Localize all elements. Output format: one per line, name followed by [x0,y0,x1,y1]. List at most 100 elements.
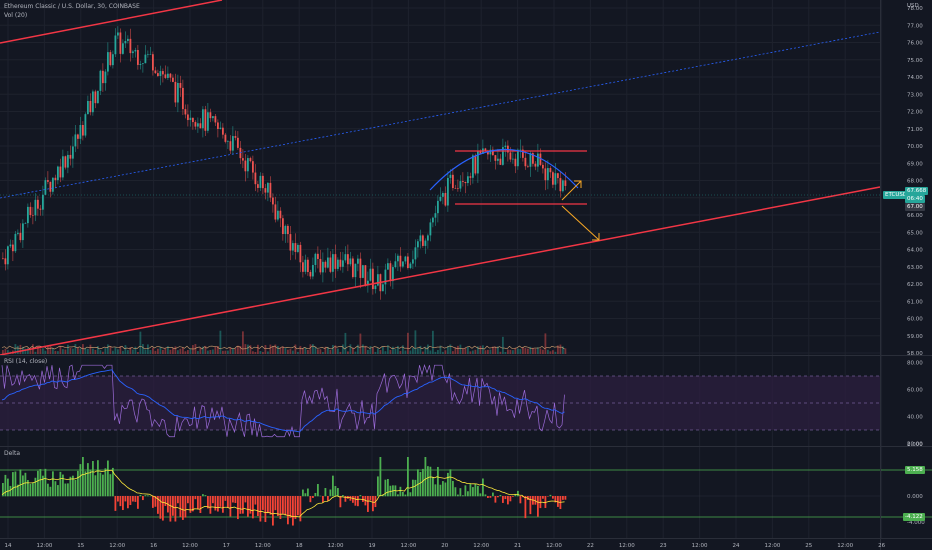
candle-body [524,157,527,167]
delta-lower-tag: -4.122 [903,513,925,521]
volume-bar [394,348,397,354]
delta-bar [107,460,109,497]
price-axis[interactable]: 78.00 77.00 76.00 75.00 74.00 73.00 72.00 71.00… [907,6,923,357]
volume-bar [387,345,389,354]
delta-bar [142,496,144,501]
time-tick-label: 20 [441,543,448,549]
upper-trendline[interactable] [0,0,223,44]
delta-bar [204,495,207,497]
up-arrow[interactable] [561,180,582,201]
volume-bar [359,333,362,354]
volume-bar [382,346,384,354]
volume-bar [392,346,394,354]
delta-bar [402,491,404,497]
candle-body [332,254,334,272]
price-tick-label: 60.00 [907,317,923,323]
volume-bar [379,350,382,354]
candle-body [467,176,469,184]
rsi-axis[interactable]: 80.00 60.00 40.00 20.00 [907,361,923,448]
delta-bar [504,496,507,500]
volume-bar [62,349,64,354]
delta-bar [319,495,322,497]
candle-body [387,263,389,270]
candle-body [479,151,482,154]
candle-body [354,263,357,278]
candle-body [257,184,259,188]
candle-body [194,122,197,127]
delta-bar [229,496,232,517]
volume-bar [177,350,179,354]
volume-bar [37,346,39,354]
delta-bar [349,496,352,501]
candle-body [454,187,457,189]
candle-body [282,218,284,235]
candle-body [9,244,12,247]
delta-bar [184,496,187,518]
volume-bar [512,350,514,354]
volume-bar [202,346,204,354]
candle-body [242,158,244,161]
delta-bar [157,496,159,514]
rsi-tick-label: 60.00 [907,388,923,394]
rsi-pane[interactable] [0,363,880,438]
delta-bar [367,496,369,512]
candle-body [549,168,552,173]
candle-body [544,168,547,181]
time-tick-label: 23 [660,543,667,549]
time-tick-label: 12:00 [473,543,489,549]
volume-bar [212,349,214,354]
volume-bar [82,344,84,354]
volume-bar [104,348,107,354]
lower-trendline[interactable] [0,186,881,356]
volume-bar [432,330,434,354]
delta-bar [262,496,264,510]
volume-bar [152,347,154,354]
delta-bar [462,495,464,497]
price-tick-label: 62.00 [907,282,923,288]
candle-body [322,261,324,273]
candle-body [562,180,564,192]
delta-bar [454,487,457,497]
delta-bar [429,466,432,497]
candle-body [74,134,77,147]
delta-bar [242,496,244,514]
delta-bar [97,460,99,497]
currency-label: USD [907,3,919,9]
parallel-channel-dotted[interactable] [0,31,881,199]
candle-body [222,127,224,135]
candle-body [477,151,479,174]
volume-bar [174,346,177,354]
main-pane[interactable] [0,0,883,538]
time-axis[interactable]: 14 12:00 15 12:00 16 12:00 17 12:00 18 12:00 19 12:… [5,543,886,549]
candle-body [372,268,374,290]
candle-body [432,217,434,223]
volume-bar [282,346,284,354]
delta-pane[interactable] [0,457,932,526]
volume-bar [562,346,564,354]
volume-bar [234,348,237,354]
volume-bar [554,351,557,354]
rounded-top-arc[interactable] [429,148,579,191]
delta-bar [7,478,9,497]
volume-bar [474,349,477,354]
time-tick-label: 25 [805,543,812,549]
candle-body [17,232,19,234]
candle-body [14,233,17,252]
candle-body [117,32,119,36]
candle-body [54,177,57,181]
volume-bar [217,345,219,354]
volume-bar [369,346,372,354]
delta-bar [127,496,129,509]
delta-bar [544,496,547,508]
candle-body [157,73,159,77]
volume-bar [294,344,297,354]
candle-body [247,158,249,172]
delta-bar [359,495,362,497]
volume-bar [144,349,147,354]
candle-body [537,153,539,167]
volume-bar [417,348,419,354]
down-arrow[interactable] [561,205,600,241]
delta-bar [87,463,89,497]
delta-bar [457,494,459,497]
